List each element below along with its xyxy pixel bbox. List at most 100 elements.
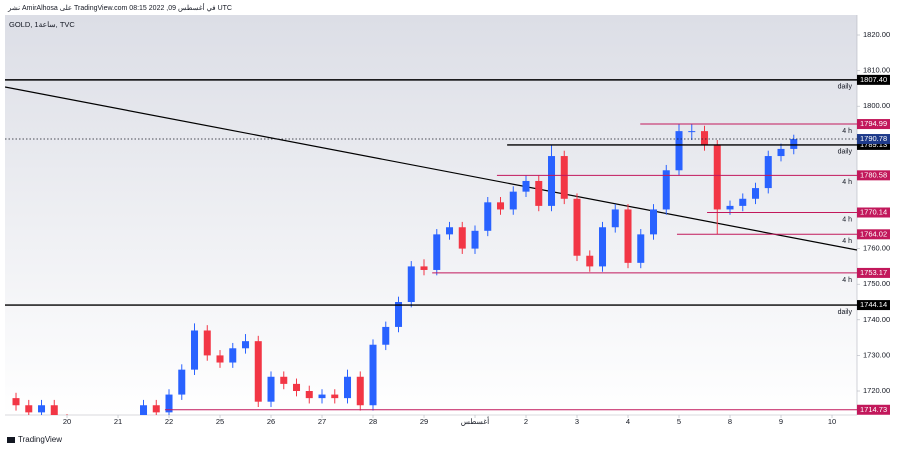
candle-body [203,330,211,356]
x-tick-label: 9 [779,417,783,426]
price-label: 1764.02 [860,229,887,238]
y-tick-label: 1730.00 [863,350,890,359]
candle-body [726,205,734,210]
byline: نشر AmirAlhosa على TradingView.com في أغ… [7,2,232,12]
candle-body [76,434,83,445]
candle-body [739,198,747,206]
candle-body [458,227,466,249]
candle-body [752,188,760,199]
candle-body [216,355,224,363]
candle-body [407,266,415,303]
price-label-box [857,229,890,240]
candle-body [522,180,530,192]
price-label-box [857,119,890,130]
candle-body [50,405,58,415]
candle-body [229,348,237,363]
candle-body [420,266,428,270]
candle-body [662,170,670,210]
x-tick-label: 5 [677,417,681,426]
level-tag: 4 h [842,216,852,223]
candle-body [764,156,772,189]
x-tick-label: 29 [420,417,428,426]
price-label-box [857,404,890,415]
candle-body [152,405,160,413]
x-tick-label: 26 [267,417,275,426]
candle-body [637,234,645,263]
x-tick-label: 10 [828,417,836,426]
price-label: 1794.99 [860,119,887,128]
plot-area [5,15,857,415]
price-label-box [857,300,890,311]
candle-body [599,227,607,267]
candle-body [331,394,339,399]
candle-body [254,341,262,402]
price-label-box [857,74,890,85]
y-tick-label: 1760.00 [863,244,890,253]
candle-body [713,145,721,210]
x-tick-label: 28 [369,417,377,426]
level-tag: daily [838,149,853,156]
price-label-box [857,267,890,278]
candle-body [115,434,122,441]
candle-body [140,405,148,415]
candle-body [471,230,479,249]
y-tick-label: 1720.00 [863,386,890,395]
trendline [5,86,857,251]
candle-body [650,209,658,235]
candle-body [688,131,696,133]
candle-body [242,341,250,349]
candle-body [267,376,275,402]
candle-body [790,139,798,149]
candle-body [25,405,33,413]
candle-body [89,444,96,451]
x-tick-label: 22 [165,417,173,426]
x-tick-label: أغسطس [461,415,489,426]
candle-body [395,302,403,327]
price-label: 1744.14 [860,300,887,309]
price-label-box [857,207,890,218]
level-tag: 4 h [842,277,852,284]
candle-body [165,394,173,413]
x-tick-label: 21 [114,417,122,426]
last-price-label: 1790.78 [860,134,887,143]
price-label: 1770.14 [860,207,887,216]
candle-body [305,391,313,399]
y-tick-label: 1740.00 [863,315,890,324]
y-tick-label: 1820.00 [863,30,890,39]
candle-body [611,209,619,228]
brand: TradingView [18,435,62,444]
candle-body [484,202,492,231]
x-tick-label: 8 [728,417,732,426]
candle-body [675,131,683,171]
candle-body [369,344,377,406]
candle-body [573,198,581,256]
price-label: 1780.58 [860,170,887,179]
brand-logo [7,437,15,443]
level-tag: daily [838,309,853,316]
candle-body [102,441,109,451]
level-tag: 4 h [842,179,852,186]
candle-body [382,326,390,345]
candle-body [38,405,46,413]
candle-body [446,227,454,235]
chart-title: GOLD, 1ساعة, TVC [9,20,75,29]
x-tick-label: 20 [63,417,71,426]
price-label-box [857,139,890,150]
price-label: 1807.40 [860,75,887,84]
candle-body [191,330,199,370]
candle-body [586,255,594,267]
x-tick-label: 27 [318,417,326,426]
price-label: 1753.17 [860,268,887,277]
candle-body [318,394,326,399]
x-tick-label: 4 [626,417,630,426]
candle-body [548,156,556,206]
x-tick-label: 3 [575,417,579,426]
candle-body [356,376,364,406]
candle-body [624,209,632,263]
candle-body [433,234,441,270]
y-tick-label: 1810.00 [863,66,890,75]
candle-body [701,131,709,146]
candle-body [12,398,20,406]
candle-body [178,369,186,395]
